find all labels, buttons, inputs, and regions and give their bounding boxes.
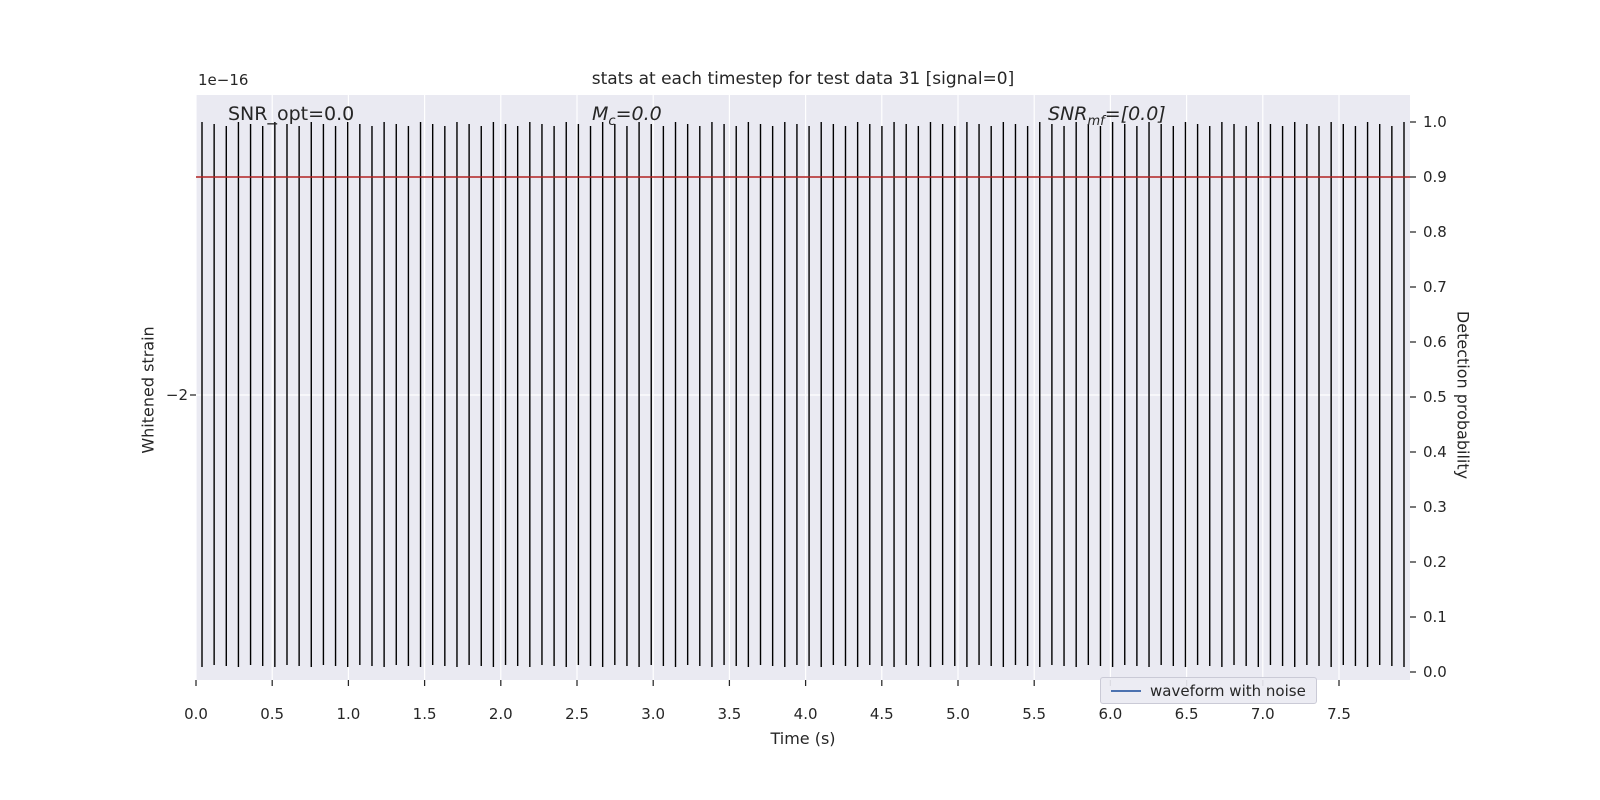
x-tick-label: 0.0 xyxy=(184,705,208,723)
x-tick-label: 7.5 xyxy=(1327,705,1351,723)
right-tick-label: 0.2 xyxy=(1423,553,1447,571)
right-tick-label: 0.3 xyxy=(1423,498,1447,516)
x-tick-label: 6.0 xyxy=(1098,705,1123,723)
x-axis-label: Time (s) xyxy=(770,729,836,748)
x-tick-label: 3.0 xyxy=(641,705,666,723)
x-tick-label: 5.5 xyxy=(1022,705,1047,723)
x-tick-label: 2.5 xyxy=(565,705,589,723)
right-tick-label: 0.6 xyxy=(1423,333,1447,351)
x-tick-label: 7.0 xyxy=(1250,705,1275,723)
right-tick-label: 0.8 xyxy=(1423,223,1447,241)
left-axis-offset-text: 1e−16 xyxy=(198,71,249,89)
left-tick-label: −2 xyxy=(165,386,188,404)
right-tick-label: 0.9 xyxy=(1423,168,1447,186)
annotation-snr-opt: SNR_opt=0.0 xyxy=(228,103,354,125)
x-tick-label: 1.0 xyxy=(336,705,361,723)
right-tick-label: 0.7 xyxy=(1423,278,1447,296)
annotation-text: =0.0 xyxy=(615,103,662,125)
annotation-subscript: c xyxy=(608,114,616,129)
annotation-text: =0.0 xyxy=(308,103,355,125)
right-tick-label: 0.4 xyxy=(1423,443,1447,461)
right-tick-label: 1.0 xyxy=(1423,113,1447,131)
left-axis-label: Whitened strain xyxy=(138,326,158,454)
right-tick-label: 0.1 xyxy=(1423,608,1447,626)
x-tick-label: 1.5 xyxy=(412,705,437,723)
x-tick-label: 2.0 xyxy=(488,705,513,723)
annotation-text: M xyxy=(592,103,609,125)
legend-label: waveform with noise xyxy=(1150,681,1306,700)
legend-line-sample xyxy=(1111,689,1141,692)
legend: waveform with noise xyxy=(1100,677,1317,704)
x-tick-label: 4.5 xyxy=(869,705,894,723)
annotation-text: SNR_opt xyxy=(228,103,309,125)
annotation-subscript: mf xyxy=(1087,114,1105,129)
annotation-chirp-mass: Mc=0.0 xyxy=(592,103,662,129)
x-tick-label: 5.0 xyxy=(946,705,970,723)
chart-title: stats at each timestep for test data 31 … xyxy=(591,69,1015,89)
annotation-snr-mf: SNRmf=[0.0] xyxy=(1048,103,1166,129)
annotation-text: SNR xyxy=(1048,103,1088,125)
annotation-text: =[0.0] xyxy=(1104,103,1166,125)
right-tick-label: 0.5 xyxy=(1423,388,1447,406)
x-tick-label: 3.5 xyxy=(717,705,742,723)
x-tick-label: 4.0 xyxy=(793,705,818,723)
right-tick-label: 0.0 xyxy=(1423,663,1447,681)
plot-area xyxy=(196,95,1410,680)
x-tick-label: 0.5 xyxy=(260,705,285,723)
x-tick-label: 6.5 xyxy=(1174,705,1199,723)
